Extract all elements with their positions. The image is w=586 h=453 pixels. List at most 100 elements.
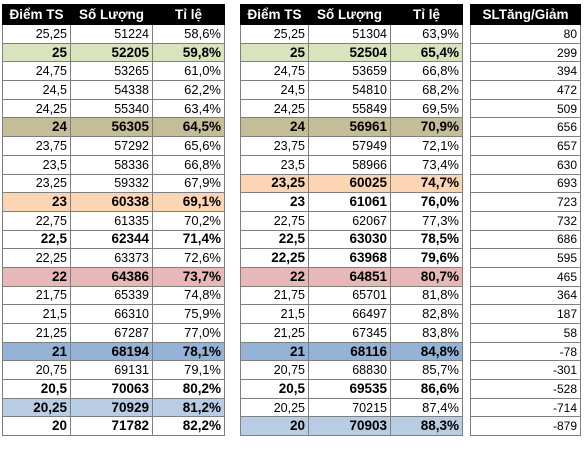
table-row: 24,75 53659 66,8%	[240, 61, 463, 82]
percent-cell: 78,5%	[390, 229, 463, 250]
table-row: 20 71782 82,2%	[2, 416, 225, 437]
count-cell: 70903	[308, 416, 391, 437]
count-cell: 56961	[308, 117, 391, 138]
score-cell: 23,75	[2, 136, 71, 156]
percent-cell: 79,6%	[390, 248, 463, 268]
percent-cell: 73,7%	[152, 266, 225, 287]
score-cell: 24,5	[240, 80, 309, 100]
score-cell: 24,5	[2, 80, 71, 100]
count-cell: 68116	[308, 341, 391, 362]
change-table: SLTăng/Giảm 80 299 394 472 509 656 657 630 693 72…	[470, 4, 581, 437]
count-cell: 58966	[308, 154, 391, 175]
change-cell: 630	[470, 154, 581, 175]
table-row: 21 68194 78,1%	[2, 341, 225, 362]
score-cell: 20,25	[2, 397, 71, 418]
percent-cell: 74,7%	[390, 173, 463, 194]
count-cell: 58336	[70, 154, 153, 175]
percent-cell: 72,1%	[390, 136, 463, 156]
score-cell: 21,75	[2, 285, 71, 306]
table-row: 723	[470, 192, 581, 212]
score-cell: 21,5	[2, 304, 71, 324]
percent-cell: 80,2%	[152, 379, 225, 399]
score-cell: 22,5	[240, 229, 309, 250]
percent-cell: 79,1%	[152, 360, 225, 381]
percent-cell: 78,1%	[152, 341, 225, 362]
table-row: 21,5 66310 75,9%	[2, 304, 225, 324]
table-row: 21,75 65339 74,8%	[2, 285, 225, 306]
score-cell: 23,5	[2, 154, 71, 175]
table-row: 25,25 51224 58,6%	[2, 24, 225, 44]
table-row: 23,25 59332 67,9%	[2, 173, 225, 194]
table-row: 25,25 51304 63,9%	[240, 24, 463, 44]
count-cell: 54810	[308, 80, 391, 100]
score-cell: 22	[240, 266, 309, 287]
change-cell: 693	[470, 173, 581, 194]
percent-cell: 66,8%	[390, 61, 463, 82]
percent-cell: 86,6%	[390, 379, 463, 399]
count-cell: 69535	[308, 379, 391, 399]
count-cell: 63968	[308, 248, 391, 268]
percent-cell: 77,0%	[152, 323, 225, 343]
table-row: 21,75 65701 81,8%	[240, 285, 463, 306]
column-header: Số Lượng	[70, 4, 153, 25]
change-cell: 657	[470, 136, 581, 156]
score-cell: 23	[240, 192, 309, 212]
score-cell: 25	[2, 42, 71, 63]
table-row: 686	[470, 229, 581, 250]
count-cell: 57292	[70, 136, 153, 156]
change-cell: 465	[470, 266, 581, 287]
table-row: 24,25 55849 69,5%	[240, 98, 463, 119]
percent-cell: 66,8%	[152, 154, 225, 175]
count-cell: 61335	[70, 210, 153, 231]
column-header: Điểm TS	[240, 4, 309, 25]
percent-cell: 77,3%	[390, 210, 463, 231]
percent-cell: 70,2%	[152, 210, 225, 231]
change-cell: 686	[470, 229, 581, 250]
table-row: 299	[470, 42, 581, 63]
score-cell: 21,25	[240, 323, 309, 343]
score-cell: 22,75	[240, 210, 309, 231]
table-header-row: Điểm TS Số Lượng Tỉ lệ	[240, 4, 463, 25]
table-row: 80	[470, 24, 581, 44]
table-row: 509	[470, 98, 581, 119]
score-cell: 23,5	[240, 154, 309, 175]
column-header: Điểm TS	[2, 4, 71, 25]
table-row: 20,75 68830 85,7%	[240, 360, 463, 381]
score-cell: 22	[2, 266, 71, 287]
table-row: 24 56961 70,9%	[240, 117, 463, 138]
score-cell: 25	[240, 42, 309, 63]
score-cell: 20	[240, 416, 309, 437]
table-row: 595	[470, 248, 581, 268]
table-header-row: Điểm TS Số Lượng Tỉ lệ	[2, 4, 225, 25]
table-row: 20,25 70929 81,2%	[2, 397, 225, 418]
score-cell: 23,25	[2, 173, 71, 194]
score-cell: 22,75	[2, 210, 71, 231]
table-row: 657	[470, 136, 581, 156]
table-row: -78	[470, 341, 581, 362]
table-row: 21,25 67287 77,0%	[2, 323, 225, 343]
change-cell: 299	[470, 42, 581, 63]
change-cell: 80	[470, 24, 581, 44]
count-cell: 63373	[70, 248, 153, 268]
count-cell: 62067	[308, 210, 391, 231]
table-row: 21,5 66497 82,8%	[240, 304, 463, 324]
table-row: 23,5 58336 66,8%	[2, 154, 225, 175]
count-cell: 55849	[308, 98, 391, 119]
table-row: 23 61061 76,0%	[240, 192, 463, 212]
change-cell: 509	[470, 98, 581, 119]
table-row: 394	[470, 61, 581, 82]
table-row: 472	[470, 80, 581, 100]
score-cell: 24,75	[2, 61, 71, 82]
percent-cell: 82,8%	[390, 304, 463, 324]
count-cell: 65701	[308, 285, 391, 306]
percent-cell: 82,2%	[152, 416, 225, 437]
score-cell: 22,5	[2, 229, 71, 250]
score-cell: 21,25	[2, 323, 71, 343]
percent-cell: 62,2%	[152, 80, 225, 100]
table-row: 23,75 57949 72,1%	[240, 136, 463, 156]
score-cell: 21	[2, 341, 71, 362]
score-cell: 20,5	[240, 379, 309, 399]
percent-cell: 76,0%	[390, 192, 463, 212]
change-cell: 364	[470, 285, 581, 306]
score-cell: 25,25	[240, 24, 309, 44]
